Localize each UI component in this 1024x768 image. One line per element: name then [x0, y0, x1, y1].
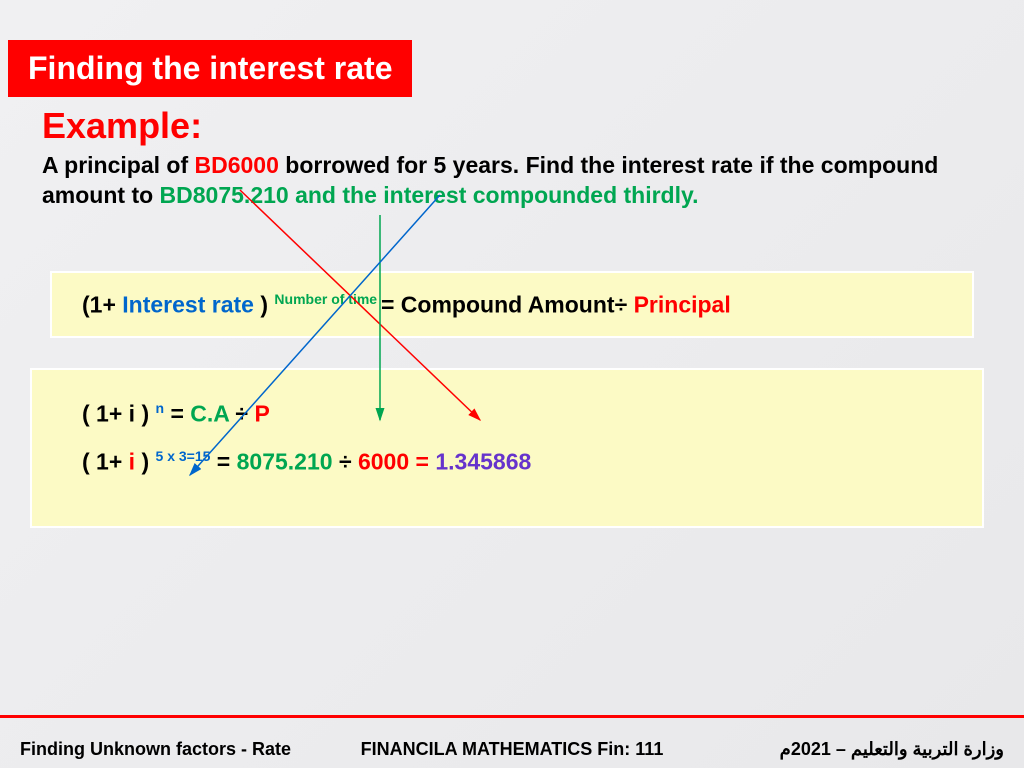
footer-ministry: وزارة التربية والتعليم – 2021م [676, 739, 1004, 760]
formula-equals: = Compound Amount÷ [381, 291, 634, 317]
formula-substituted: ( 1+ i ) n = C.A ÷ P ( 1+ i ) 5 x 3=15 =… [30, 368, 984, 527]
num-eq: = [210, 449, 236, 475]
footer-topic: Finding Unknown factors - Rate [20, 739, 348, 760]
num-exp: 5 x 3=15 [156, 448, 211, 464]
footer-course: FINANCILA MATHEMATICS Fin: 111 [348, 739, 676, 760]
slide-title: Finding the interest rate [8, 40, 412, 97]
formula-numeric-line: ( 1+ i ) 5 x 3=15 = 8075.210 ÷ 6000 = 1.… [82, 448, 932, 476]
sym-exp: n [156, 400, 165, 416]
num-result: 1.345868 [435, 449, 531, 475]
formula-rparen: ) [260, 291, 274, 317]
principal-value: BD6000 [195, 152, 279, 178]
formula-lparen: (1+ [82, 291, 122, 317]
footer-divider [0, 715, 1024, 718]
sym-ca: C.A [190, 401, 229, 427]
problem-text-1: A principal of [42, 152, 195, 178]
sym-div: ÷ [229, 401, 254, 427]
compound-amount-value: BD8075.210 [160, 182, 289, 208]
formula-interest-rate: Interest rate [122, 291, 260, 317]
formula-principal: Principal [634, 291, 731, 317]
problem-text-3: and the interest compounded thirdly. [289, 182, 699, 208]
formula-general: (1+ Interest rate ) Number of time = Com… [50, 271, 974, 339]
formula-exponent: Number of time [274, 291, 381, 307]
sym-p: P [254, 401, 269, 427]
sym-base: ( 1+ i ) [82, 401, 156, 427]
example-heading: Example: [42, 105, 1024, 147]
sym-eq: = [164, 401, 190, 427]
num-rparen: ) [141, 449, 155, 475]
num-i: i [129, 449, 142, 475]
problem-statement: A principal of BD6000 borrowed for 5 yea… [42, 151, 962, 211]
num-lparen: ( 1+ [82, 449, 129, 475]
num-val1: 8075.210 [237, 449, 339, 475]
num-div: ÷ [339, 449, 358, 475]
num-val2: 6000 = [358, 449, 435, 475]
formula-symbolic-line: ( 1+ i ) n = C.A ÷ P [82, 400, 932, 428]
slide-footer: Finding Unknown factors - Rate FINANCILA… [0, 739, 1024, 760]
